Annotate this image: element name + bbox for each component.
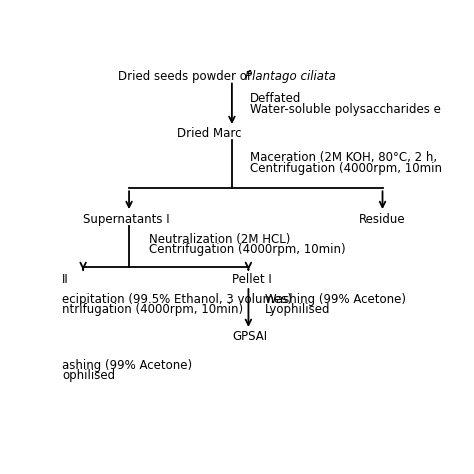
- Text: ntrifugation (4000rpm, 10min): ntrifugation (4000rpm, 10min): [62, 303, 243, 316]
- Text: Pellet I: Pellet I: [232, 273, 272, 286]
- Text: Dried seeds powder of: Dried seeds powder of: [118, 71, 255, 83]
- Text: Plantago ciliata: Plantago ciliata: [245, 71, 336, 83]
- Text: Centrifugation (4000rpm, 10min): Centrifugation (4000rpm, 10min): [149, 243, 346, 256]
- Text: Supernatants I: Supernatants I: [83, 213, 170, 226]
- Text: GPSAI: GPSAI: [232, 329, 267, 343]
- Text: Residue: Residue: [359, 213, 405, 226]
- Text: II: II: [62, 273, 69, 286]
- Text: ashing (99% Acetone): ashing (99% Acetone): [62, 359, 192, 372]
- Text: Dried Marc: Dried Marc: [177, 127, 241, 140]
- Text: Washing (99% Acetone): Washing (99% Acetone): [265, 293, 406, 306]
- Text: ophilised: ophilised: [62, 369, 115, 382]
- Text: Lyophilised: Lyophilised: [265, 303, 330, 316]
- Text: ecipitation (99.5% Ethanol, 3 volumes): ecipitation (99.5% Ethanol, 3 volumes): [62, 293, 292, 306]
- Text: Deffated: Deffated: [250, 92, 301, 105]
- Text: Centrifugation (4000rpm, 10min: Centrifugation (4000rpm, 10min: [250, 162, 442, 175]
- Text: Water-soluble polysaccharides e: Water-soluble polysaccharides e: [250, 103, 441, 116]
- Text: Neutralization (2M HCL): Neutralization (2M HCL): [149, 233, 291, 246]
- Text: Maceration (2M KOH, 80°C, 2 h,: Maceration (2M KOH, 80°C, 2 h,: [250, 151, 438, 164]
